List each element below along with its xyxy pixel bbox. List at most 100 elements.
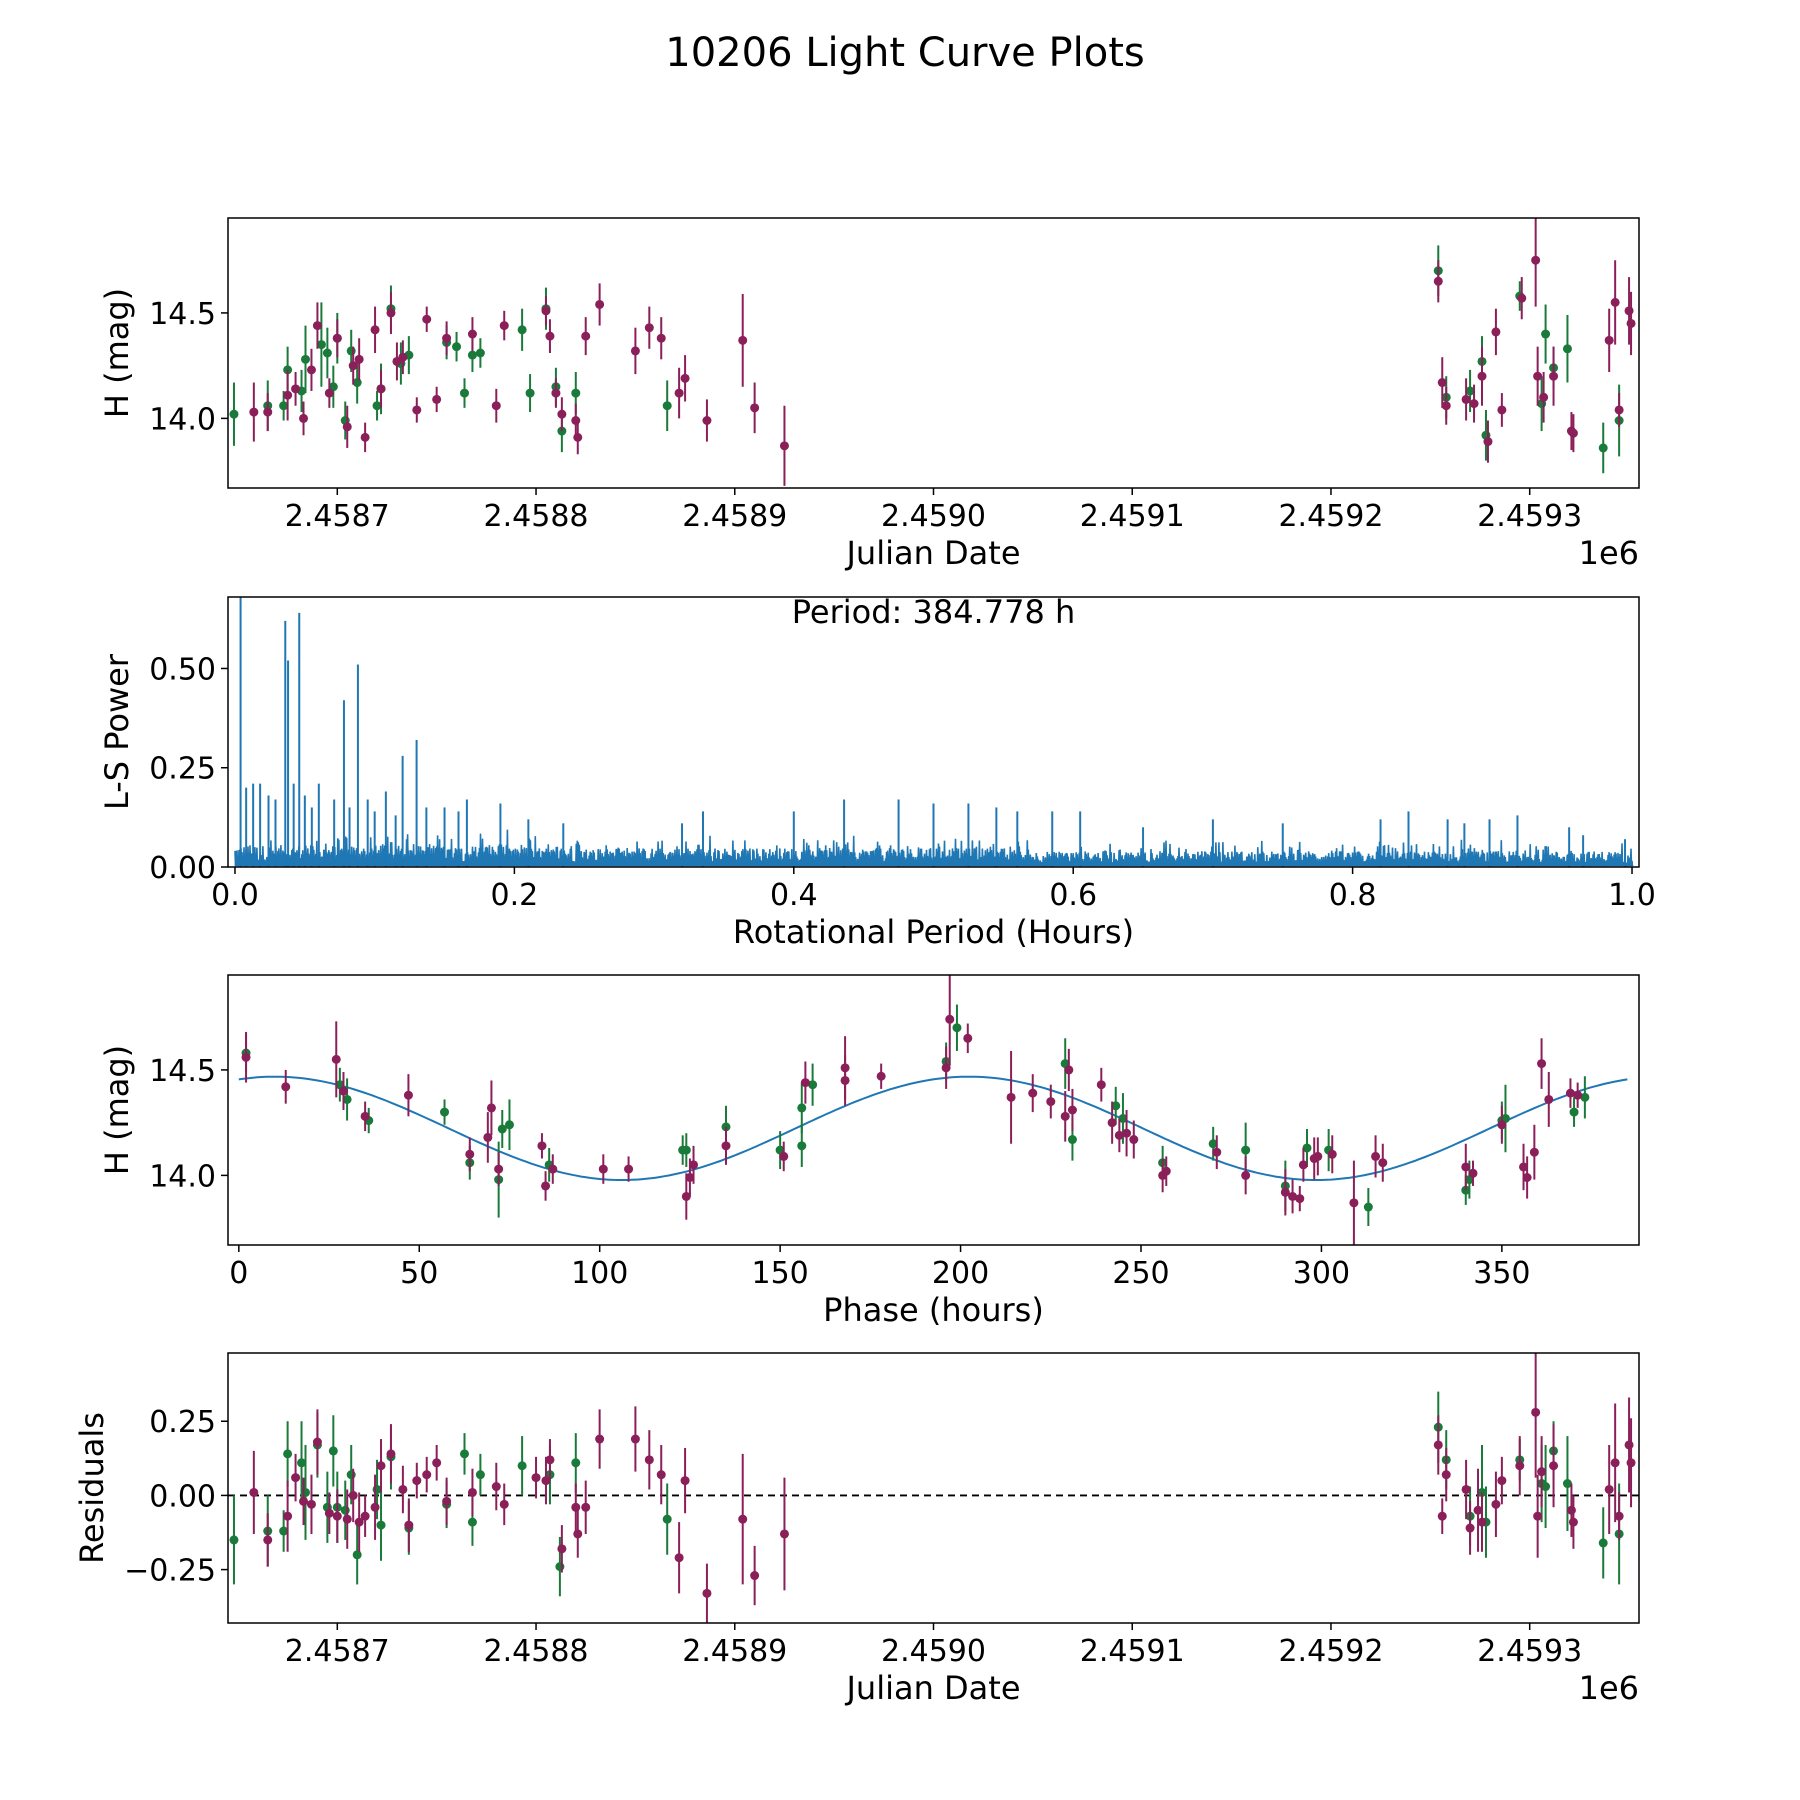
- data-point: [1028, 1088, 1038, 1098]
- data-point: [531, 1473, 541, 1483]
- data-point: [328, 1446, 338, 1456]
- data-point: [779, 441, 789, 451]
- data-point: [750, 1571, 760, 1581]
- x-axis-label: Julian Date: [844, 534, 1020, 572]
- data-point: [354, 1517, 364, 1527]
- data-point: [1562, 1479, 1572, 1489]
- data-point: [750, 403, 760, 413]
- series-filter_b: [249, 1353, 1636, 1623]
- data-point: [537, 1141, 547, 1151]
- data-point: [467, 350, 477, 360]
- data-point: [555, 1562, 565, 1572]
- data-point: [797, 1103, 807, 1113]
- data-point: [721, 1141, 731, 1151]
- model-fit-curve: [238, 1075, 1628, 1181]
- data-point: [1562, 344, 1572, 354]
- data-point: [595, 1434, 605, 1444]
- data-point: [630, 346, 640, 356]
- y-tick-label: 0.00: [149, 851, 216, 886]
- data-point: [548, 1164, 558, 1174]
- y-tick-label: 0.00: [149, 1479, 216, 1514]
- data-point: [1006, 1092, 1016, 1102]
- data-point: [1046, 1097, 1056, 1107]
- data-point: [1541, 329, 1551, 339]
- data-point: [291, 384, 301, 394]
- data-point: [702, 416, 712, 425]
- period-annotation: Period: 384.778 h: [792, 593, 1076, 631]
- x-axis-label: Rotational Period (Hours): [733, 913, 1134, 951]
- data-point: [557, 1544, 567, 1554]
- data-point: [1477, 371, 1487, 381]
- data-point: [1531, 1407, 1541, 1417]
- residuals-panel: 2.4587 2.4588 2.4589 2.4590 2.4591 2.4592 2.45…: [73, 1352, 1640, 1707]
- y-tick-label: 14.5: [149, 297, 216, 332]
- data-point: [1060, 1111, 1070, 1121]
- data-point: [1465, 386, 1475, 396]
- data-point: [297, 1458, 307, 1468]
- data-point: [571, 1502, 581, 1512]
- plot-area: [238, 975, 1628, 1245]
- data-point: [346, 346, 356, 356]
- data-point: [376, 384, 386, 394]
- data-point: [1433, 1440, 1443, 1450]
- data-point: [541, 1181, 551, 1191]
- data-point: [422, 1470, 432, 1480]
- data-point: [422, 314, 432, 324]
- data-point: [545, 331, 555, 341]
- data-point: [332, 333, 342, 343]
- data-point: [1539, 392, 1549, 402]
- data-point: [412, 1476, 422, 1486]
- data-point: [1067, 1135, 1077, 1145]
- data-point: [331, 1054, 341, 1064]
- data-point: [1610, 297, 1620, 307]
- data-point: [332, 1511, 342, 1521]
- data-point: [306, 365, 316, 375]
- data-point: [1541, 1482, 1551, 1492]
- data-point: [581, 331, 591, 341]
- axes-frame: [227, 217, 1640, 489]
- data-point: [1537, 1467, 1547, 1477]
- data-point: [952, 1023, 962, 1033]
- data-point: [499, 1499, 509, 1509]
- light-curve-panel: 2.4587 2.4588 2.4589 2.4590 2.4591 2.4592 2.45…: [98, 217, 1640, 572]
- data-point: [1624, 1440, 1634, 1450]
- data-point: [398, 1484, 408, 1494]
- x-tick-label: 300: [1293, 1256, 1350, 1291]
- data-point: [573, 432, 583, 442]
- x-tick-label: 2.4588: [484, 1634, 589, 1669]
- data-point: [467, 1517, 477, 1527]
- x-tick-label: 200: [932, 1256, 989, 1291]
- y-tick-label: 14.5: [149, 1054, 216, 1089]
- data-point: [442, 333, 452, 343]
- x-tick-label: 2.4592: [1278, 1634, 1383, 1669]
- data-point: [644, 1455, 654, 1465]
- data-point: [1468, 1168, 1478, 1178]
- data-point: [432, 394, 442, 404]
- data-point: [249, 1487, 259, 1497]
- data-point: [1298, 1160, 1308, 1170]
- data-point: [644, 323, 654, 333]
- data-point: [340, 1505, 350, 1515]
- data-point: [342, 1514, 352, 1524]
- data-point: [241, 1052, 251, 1062]
- data-point: [571, 388, 581, 398]
- data-point: [1565, 1088, 1575, 1098]
- data-point: [281, 1082, 291, 1092]
- data-point: [1107, 1118, 1117, 1128]
- data-point: [571, 1458, 581, 1468]
- data-point: [1473, 1505, 1483, 1515]
- x-tick-label: 2.4591: [1080, 499, 1185, 534]
- data-point: [1519, 1162, 1529, 1172]
- data-point: [808, 1080, 818, 1090]
- data-point: [680, 373, 690, 383]
- data-point: [324, 388, 334, 398]
- data-point: [459, 1449, 469, 1459]
- data-point: [263, 1535, 273, 1545]
- data-point: [1626, 1458, 1636, 1468]
- data-point: [459, 388, 469, 398]
- x-tick-label: 0: [229, 1256, 248, 1291]
- data-point: [1604, 335, 1614, 345]
- data-point: [1626, 318, 1636, 328]
- data-point: [779, 1151, 789, 1161]
- data-point: [1610, 1458, 1620, 1468]
